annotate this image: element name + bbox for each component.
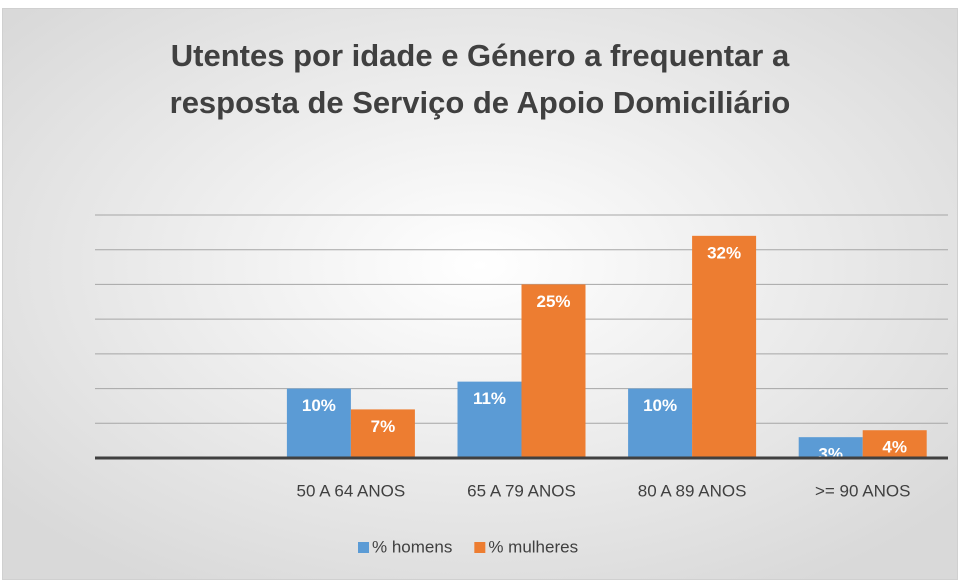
- chart-background: [2, 8, 958, 580]
- legend-label: % mulheres: [488, 537, 578, 556]
- chart-title: Utentes por idade e Género a frequentar …: [171, 38, 790, 73]
- bar: [350, 409, 415, 458]
- bar: [798, 437, 863, 458]
- data-label: 3%: [818, 445, 843, 464]
- data-label: 11%: [473, 389, 506, 408]
- bar: [692, 235, 757, 458]
- x-tick-label: 80 A 89 ANOS: [638, 481, 747, 500]
- chart-title: resposta de Serviço de Apoio Domiciliári…: [170, 85, 791, 120]
- bar: [628, 388, 693, 458]
- legend-swatch: [474, 542, 486, 553]
- x-tick-label: 65 A 79 ANOS: [467, 481, 576, 500]
- x-tick-label: >= 90 ANOS: [815, 481, 910, 500]
- data-label: 32%: [707, 243, 741, 262]
- data-label: 4%: [882, 438, 907, 457]
- legend-label: % homens: [372, 537, 452, 556]
- data-label: 7%: [371, 417, 396, 436]
- data-label: 10%: [302, 396, 336, 415]
- data-label: 25%: [536, 292, 570, 311]
- bar: [521, 284, 586, 458]
- legend-swatch: [358, 542, 369, 553]
- bar: [862, 430, 927, 458]
- bar: [457, 381, 522, 458]
- data-label: 10%: [643, 396, 677, 415]
- x-tick-label: 50 A 64 ANOS: [297, 481, 406, 500]
- bar: [286, 388, 351, 458]
